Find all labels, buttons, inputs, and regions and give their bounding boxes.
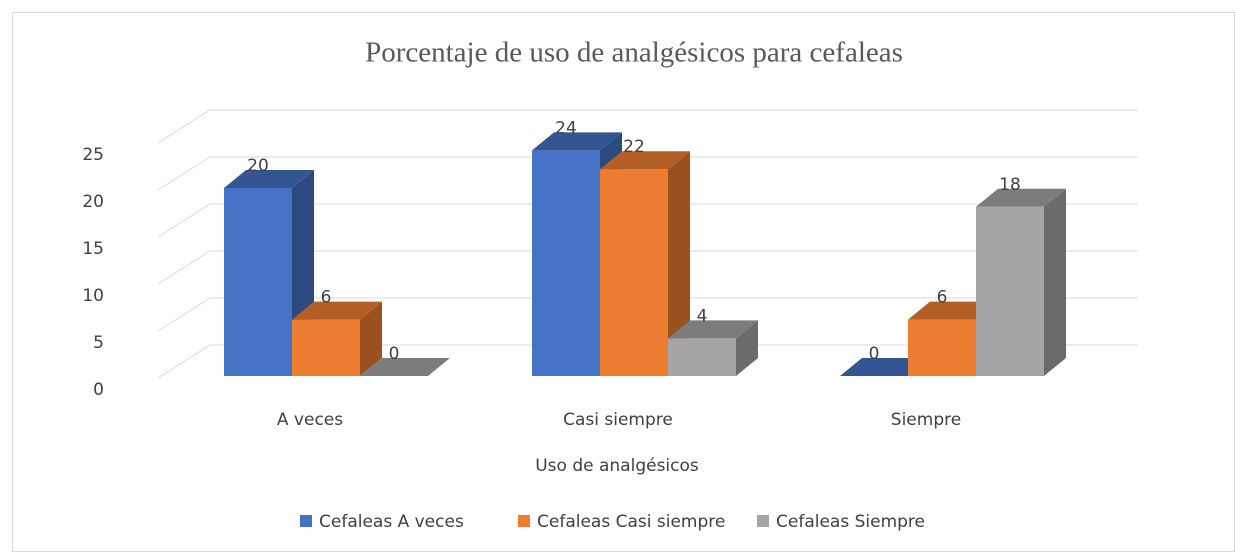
bar-side	[736, 320, 758, 376]
data-label: 20	[247, 156, 269, 176]
x-tick-label: Siempre	[891, 410, 961, 430]
data-label: 18	[999, 175, 1021, 195]
data-label: 22	[623, 137, 645, 157]
bar	[600, 169, 668, 376]
bar-top	[532, 132, 622, 151]
x-tick-label: A veces	[277, 410, 343, 430]
legend-label: Cefaleas A veces	[319, 512, 464, 532]
data-label: 6	[321, 288, 332, 308]
bar-top	[908, 301, 998, 320]
x-tick-label: Casi siempre	[563, 410, 673, 430]
bar-side	[1044, 188, 1066, 376]
data-label: 4	[697, 306, 708, 326]
bar	[908, 319, 976, 376]
legend-label: Cefaleas Casi siempre	[537, 512, 725, 532]
data-label: 0	[869, 344, 880, 364]
bar-top	[292, 301, 382, 320]
bar	[224, 188, 292, 376]
bar-3d	[292, 301, 382, 376]
y-tick-label: 10	[82, 286, 104, 306]
bar-top	[976, 188, 1066, 207]
legend-swatch	[518, 515, 530, 527]
legend-swatch	[757, 515, 769, 527]
bar-side	[668, 151, 690, 376]
x-axis-title: Uso de analgésicos	[535, 456, 699, 476]
data-label: 6	[937, 288, 948, 308]
grid-line	[157, 250, 1138, 285]
y-tick-label: 0	[93, 380, 104, 400]
bar	[668, 338, 736, 376]
y-tick-label: 15	[82, 239, 104, 259]
grid-line	[157, 297, 1138, 332]
data-label: 0	[389, 344, 400, 364]
y-tick-label: 5	[93, 333, 104, 353]
legend-label: Cefaleas Siempre	[776, 512, 925, 532]
grid-line	[157, 203, 1138, 238]
bar-3d	[360, 358, 450, 376]
bar-top	[600, 151, 690, 170]
bar-3d	[668, 320, 758, 376]
y-tick-label: 20	[82, 192, 104, 212]
y-tick-label: 25	[82, 145, 104, 165]
chart-title: Porcentaje de uso de analgésicos para ce…	[365, 37, 903, 69]
bar-3d	[600, 151, 690, 376]
bar-top	[360, 358, 450, 376]
bar	[976, 206, 1044, 376]
bar	[292, 319, 360, 376]
bar-3d	[840, 358, 930, 376]
bar-top	[840, 358, 930, 376]
grid-line	[157, 344, 1138, 379]
bar	[532, 150, 600, 376]
grid-line	[157, 156, 1138, 191]
bar-3d	[224, 170, 314, 376]
grid-line	[157, 109, 1138, 144]
bar-top	[668, 320, 758, 339]
bar-side	[360, 301, 382, 376]
legend-swatch	[300, 515, 312, 527]
bar-3d	[976, 188, 1066, 376]
data-label: 24	[555, 118, 577, 138]
bar-top	[224, 170, 314, 188]
